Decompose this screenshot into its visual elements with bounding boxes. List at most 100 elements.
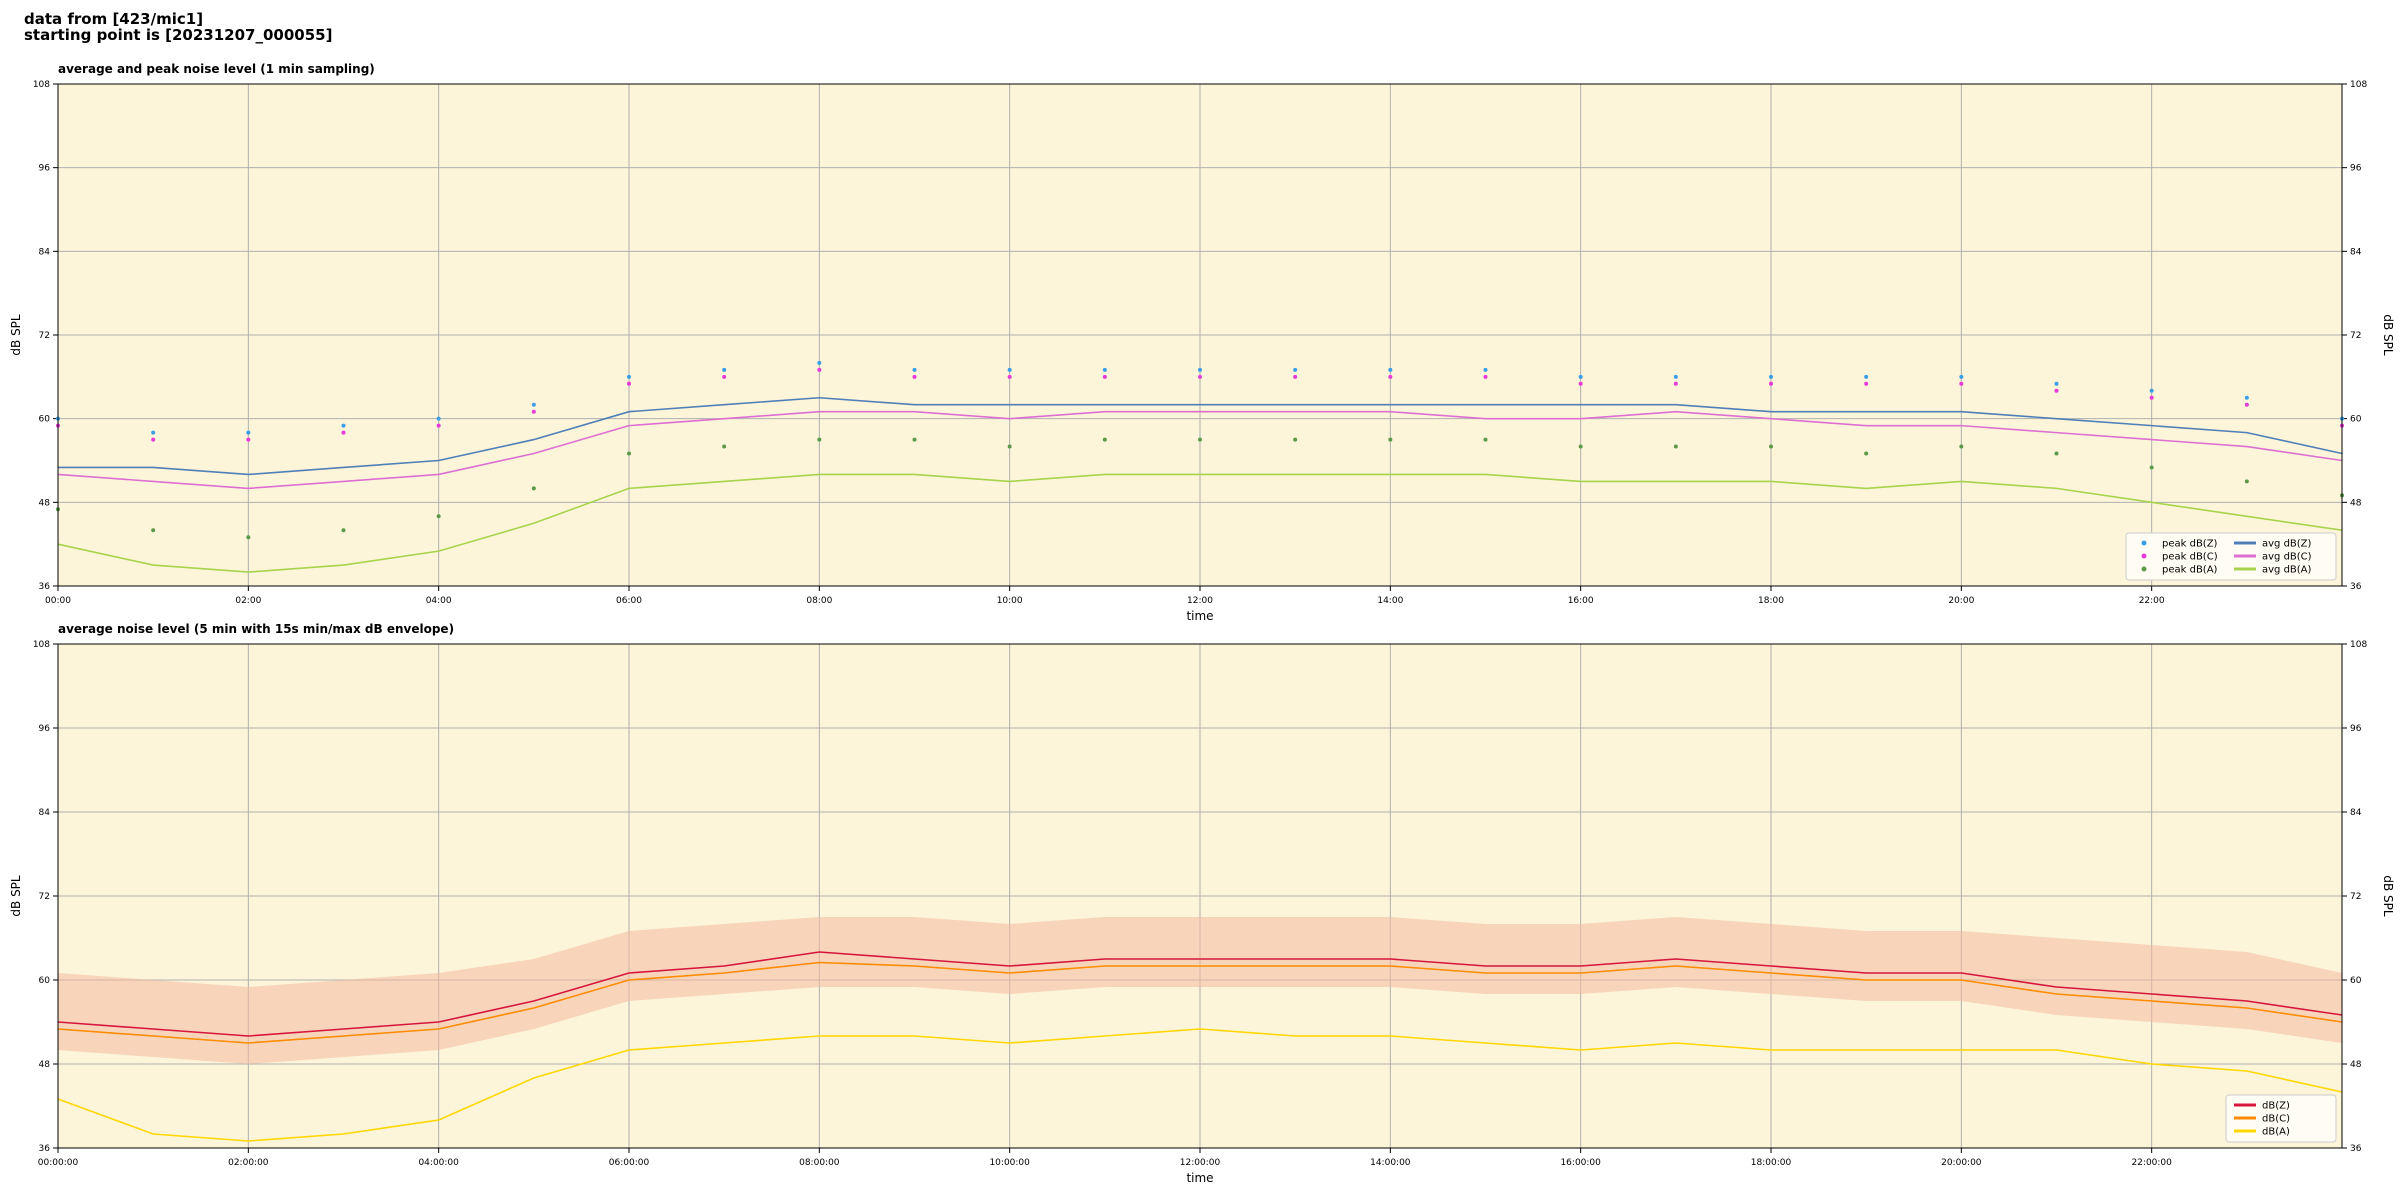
y2-tick-label: 108 — [2350, 80, 2367, 90]
y2-tick-label: 72 — [2350, 892, 2361, 902]
peak-point — [1293, 367, 1298, 372]
x-tick-label: 12:00:00 — [1180, 1158, 1221, 1168]
y2-tick-label: 60 — [2350, 415, 2362, 425]
peak-point — [1102, 374, 1107, 379]
x-tick-label: 06:00 — [616, 596, 642, 606]
peak-point — [151, 430, 156, 435]
x-tick-label: 16:00:00 — [1560, 1158, 1601, 1168]
plot-frame — [57, 643, 2343, 1149]
y-tick-label: 60 — [39, 976, 51, 986]
panel-title: average noise level (5 min with 15s min/… — [58, 622, 454, 636]
y-tick-label: 84 — [39, 808, 51, 818]
series-line — [57, 961, 2343, 1044]
x-tick-label: 18:00:00 — [1751, 1158, 1792, 1168]
peak-point — [2149, 388, 2154, 393]
series-line — [57, 951, 2343, 1037]
x-tick-label: 08:00:00 — [799, 1158, 840, 1168]
legend-label: avg dB(Z) — [2262, 539, 2312, 550]
peak-point — [1483, 437, 1488, 442]
peak-point — [912, 367, 917, 372]
x-tick-label: 20:00:00 — [1941, 1158, 1982, 1168]
legend-marker — [2141, 540, 2147, 546]
peak-point — [531, 402, 536, 407]
peak-point — [2054, 388, 2059, 393]
y2-tick-label: 48 — [2350, 498, 2362, 508]
peak-point — [246, 430, 251, 435]
y-tick-label: 36 — [39, 582, 51, 592]
peak-point — [2244, 402, 2249, 407]
peak-point — [1198, 374, 1202, 379]
peak-point — [627, 374, 631, 379]
y2-tick-label: 36 — [2350, 582, 2362, 592]
peak-point — [1007, 367, 1012, 372]
peak-point — [1959, 444, 1964, 449]
peak-point — [151, 528, 156, 533]
x-tick-label: 02:00 — [235, 596, 261, 606]
series-line — [57, 1028, 2343, 1142]
peak-point — [2149, 465, 2154, 470]
legend-label: avg dB(C) — [2262, 552, 2312, 563]
series-line — [57, 410, 2343, 490]
peak-point — [722, 444, 727, 449]
x-tick-label: 00:00 — [45, 596, 71, 606]
x-tick-label: 04:00:00 — [418, 1158, 459, 1168]
x-tick-label: 12:00 — [1187, 596, 1213, 606]
header-line: starting point is [20231207_000055] — [24, 26, 333, 44]
peak-point — [2054, 451, 2059, 456]
x-axis-label: time — [1186, 609, 1213, 623]
peak-point — [912, 374, 917, 379]
legend-label: peak dB(Z) — [2162, 539, 2218, 550]
y2-tick-label: 36 — [2350, 1144, 2362, 1154]
peak-point — [627, 381, 631, 386]
peak-point — [1673, 444, 1678, 449]
plot-frame — [57, 83, 2343, 587]
y2-tick-label: 108 — [2350, 640, 2367, 650]
y-tick-label: 96 — [39, 724, 51, 734]
x-axis-label: time — [1186, 1171, 1213, 1185]
peak-point — [1769, 374, 1773, 379]
y2-axis-label: dB SPL — [2381, 314, 2395, 356]
peak-point — [2244, 479, 2249, 484]
peak-point — [1769, 444, 1773, 449]
y-axis-label: dB SPL — [9, 314, 23, 356]
x-tick-label: 20:00 — [1948, 596, 1974, 606]
legend-label: peak dB(A) — [2162, 565, 2218, 576]
legend-label: dB(A) — [2262, 1127, 2290, 1138]
peak-point — [1102, 367, 1107, 372]
panel-title: average and peak noise level (1 min samp… — [58, 62, 375, 76]
y-tick-label: 108 — [33, 640, 50, 650]
y2-axis-label: dB SPL — [2381, 875, 2395, 917]
peak-point — [1578, 381, 1583, 386]
peak-point — [1578, 374, 1583, 379]
y-tick-label: 84 — [39, 247, 51, 257]
x-tick-label: 10:00 — [997, 596, 1023, 606]
legend-label: avg dB(A) — [2262, 565, 2312, 576]
y2-tick-label: 84 — [2350, 808, 2362, 818]
y2-tick-label: 96 — [2350, 724, 2362, 734]
peak-point — [817, 360, 822, 365]
x-tick-label: 18:00 — [1758, 596, 1784, 606]
peak-point — [722, 367, 727, 372]
peak-point — [1578, 444, 1583, 449]
x-tick-label: 22:00 — [2139, 596, 2165, 606]
x-tick-label: 06:00:00 — [609, 1158, 650, 1168]
peak-point — [341, 430, 346, 435]
legend-label: dB(C) — [2262, 1114, 2290, 1125]
peak-point — [627, 451, 631, 456]
peak-point — [1864, 451, 1869, 456]
envelope — [58, 917, 2342, 1064]
peak-point — [1483, 367, 1488, 372]
x-tick-label: 16:00 — [1568, 596, 1594, 606]
peak-point — [2149, 395, 2154, 400]
y-tick-label: 48 — [39, 1060, 51, 1070]
y2-tick-label: 48 — [2350, 1060, 2362, 1070]
peak-point — [341, 423, 346, 428]
legend-label: dB(Z) — [2262, 1101, 2290, 1112]
peak-point — [1388, 374, 1393, 379]
peak-point — [1864, 374, 1869, 379]
x-tick-label: 04:00 — [426, 596, 452, 606]
y-axis-label: dB SPL — [9, 875, 23, 917]
y-tick-label: 48 — [39, 498, 51, 508]
peak-point — [531, 486, 536, 491]
